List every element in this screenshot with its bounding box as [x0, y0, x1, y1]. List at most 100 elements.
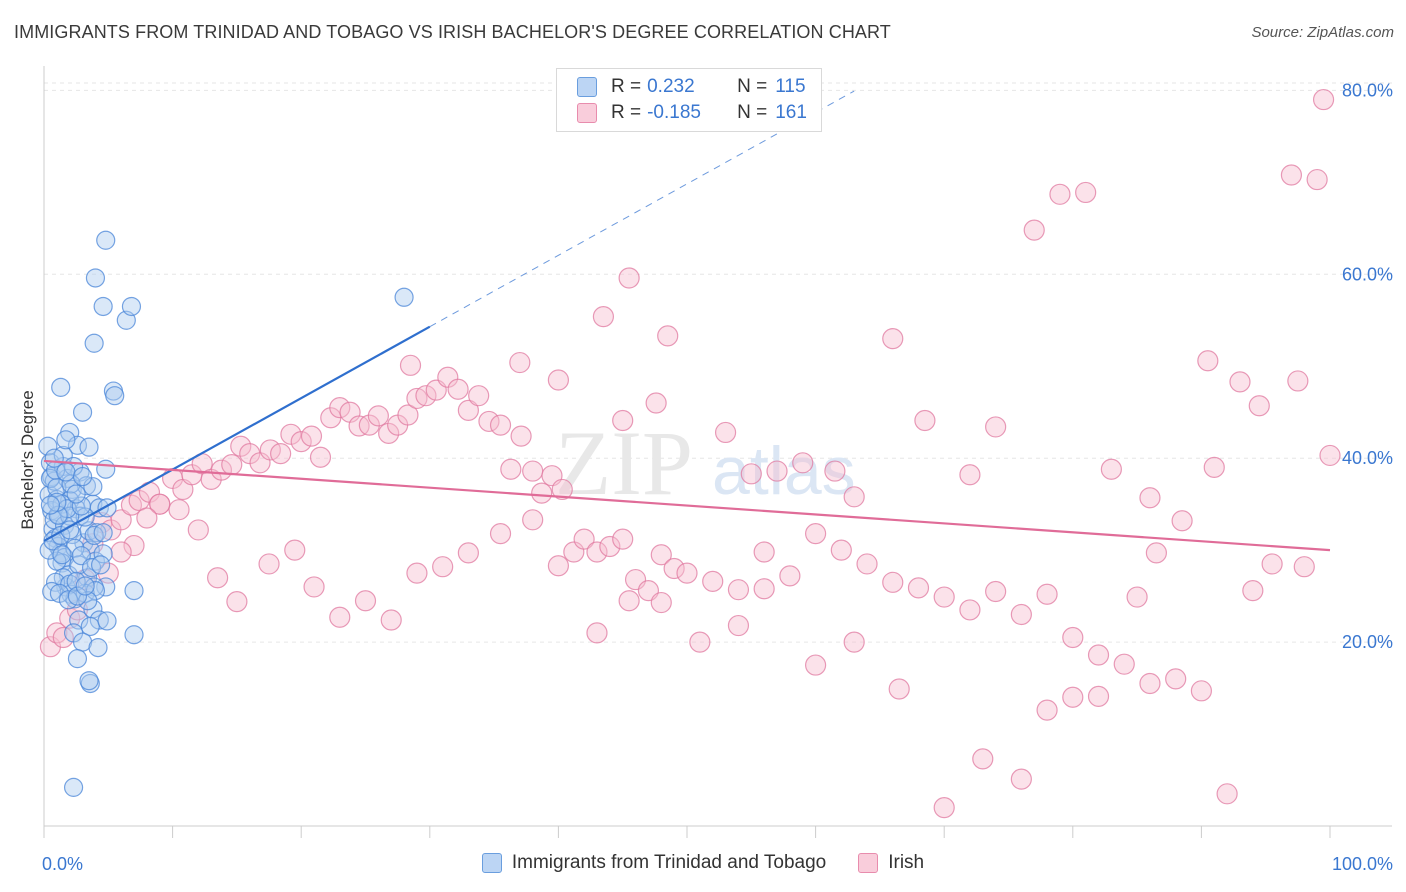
irish-point — [399, 354, 422, 376]
irish-point — [972, 748, 994, 770]
irish-point — [676, 562, 698, 584]
n-value-irish: 161 — [775, 102, 807, 123]
trinidad-point — [83, 477, 103, 497]
trinidad-point — [121, 296, 142, 317]
irish-trend-line — [43, 459, 1331, 552]
irish-point — [792, 452, 814, 474]
legend-item-irish: Irish — [858, 852, 924, 874]
watermark-atlas: atlas — [712, 433, 856, 509]
irish-point — [551, 478, 573, 501]
irish-point — [882, 328, 904, 350]
trinidad-point — [72, 402, 93, 422]
irish-point — [1287, 370, 1309, 392]
irish-point — [168, 499, 190, 521]
irish-point — [1062, 686, 1084, 708]
trinidad-point — [79, 437, 99, 457]
trinidad-point — [124, 581, 144, 601]
irish-point — [1036, 699, 1058, 721]
irish-point — [856, 553, 878, 575]
trinidad-point — [56, 430, 76, 450]
x-tick-label: 100.0% — [1332, 854, 1393, 874]
irish-point — [510, 425, 532, 447]
n-label: N = — [737, 76, 768, 97]
trinidad-point — [67, 649, 88, 669]
trinidad-point — [97, 611, 117, 631]
irish-point — [406, 387, 428, 410]
y-tick-label: 40.0% — [1342, 448, 1393, 468]
irish-point — [804, 654, 827, 676]
irish-point — [1036, 583, 1058, 605]
irish-point — [123, 534, 145, 557]
irish-point — [457, 542, 479, 564]
irish-point — [645, 392, 667, 414]
irish-point — [612, 409, 634, 432]
irish-point — [933, 797, 955, 819]
irish-point — [843, 631, 865, 653]
irish-point — [727, 614, 750, 637]
irish-point — [650, 591, 672, 614]
trinidad-trend-line — [43, 325, 431, 542]
irish-point — [221, 454, 243, 476]
trinidad-point — [93, 296, 113, 317]
irish-point — [522, 460, 544, 482]
legend-item-trinidad: Immigrants from Trinidad and Tobago — [481, 852, 826, 874]
irish-point — [1049, 183, 1071, 205]
irish-point — [1197, 350, 1219, 372]
series-legend: Immigrants from Trinidad and Tobago Iris… — [0, 852, 1406, 874]
irish-point — [1087, 644, 1110, 666]
irish-point — [573, 528, 595, 550]
irish-point — [959, 599, 981, 621]
trinidad-point — [96, 230, 116, 250]
trinidad-point — [72, 466, 93, 487]
trinidad-point — [71, 496, 91, 516]
irish-point — [599, 535, 621, 558]
trinidad-point — [90, 555, 111, 575]
irish-point — [531, 482, 553, 504]
irish-point — [1010, 768, 1032, 790]
irish-point — [766, 460, 788, 482]
irish-point — [447, 378, 469, 400]
irish-point — [303, 576, 325, 598]
irish-point — [187, 519, 209, 541]
trinidad-point — [52, 545, 72, 565]
irish-point — [702, 570, 724, 593]
irish-point — [300, 425, 323, 447]
legend-label-irish: Irish — [888, 852, 925, 873]
irish-point — [110, 509, 132, 531]
trinidad-point — [38, 436, 58, 456]
irish-point — [547, 369, 570, 391]
irish-point — [1010, 603, 1032, 626]
r-label: R = — [611, 76, 642, 97]
irish-point — [226, 591, 248, 613]
irish-point — [354, 590, 377, 612]
irish-point — [1171, 510, 1193, 532]
irish-point — [457, 399, 479, 421]
irish-point — [843, 486, 865, 508]
irish-point — [284, 539, 306, 561]
legend-row-irish: R = -0.185 N = 161 — [577, 101, 807, 125]
irish-point — [689, 631, 711, 653]
irish-point — [280, 423, 302, 445]
irish-point — [478, 410, 500, 433]
trinidad-point — [93, 544, 113, 564]
irish-point — [714, 421, 737, 444]
irish-point — [329, 397, 351, 419]
irish-point — [1242, 580, 1264, 602]
trinidad-point — [96, 459, 116, 479]
irish-point — [489, 522, 512, 545]
trinidad-point — [394, 287, 414, 307]
irish-point — [1229, 371, 1251, 393]
irish-point — [1139, 672, 1161, 695]
irish-point — [1139, 487, 1161, 509]
trinidad-point — [47, 551, 67, 571]
trinidad-points — [38, 230, 414, 797]
irish-point — [509, 351, 531, 374]
irish-point — [378, 422, 400, 444]
irish-point — [1203, 456, 1225, 478]
irish-point — [779, 565, 801, 587]
irish-point — [907, 577, 930, 599]
trinidad-point — [78, 591, 98, 611]
irish-point — [270, 442, 292, 465]
irish-point — [1280, 164, 1303, 186]
